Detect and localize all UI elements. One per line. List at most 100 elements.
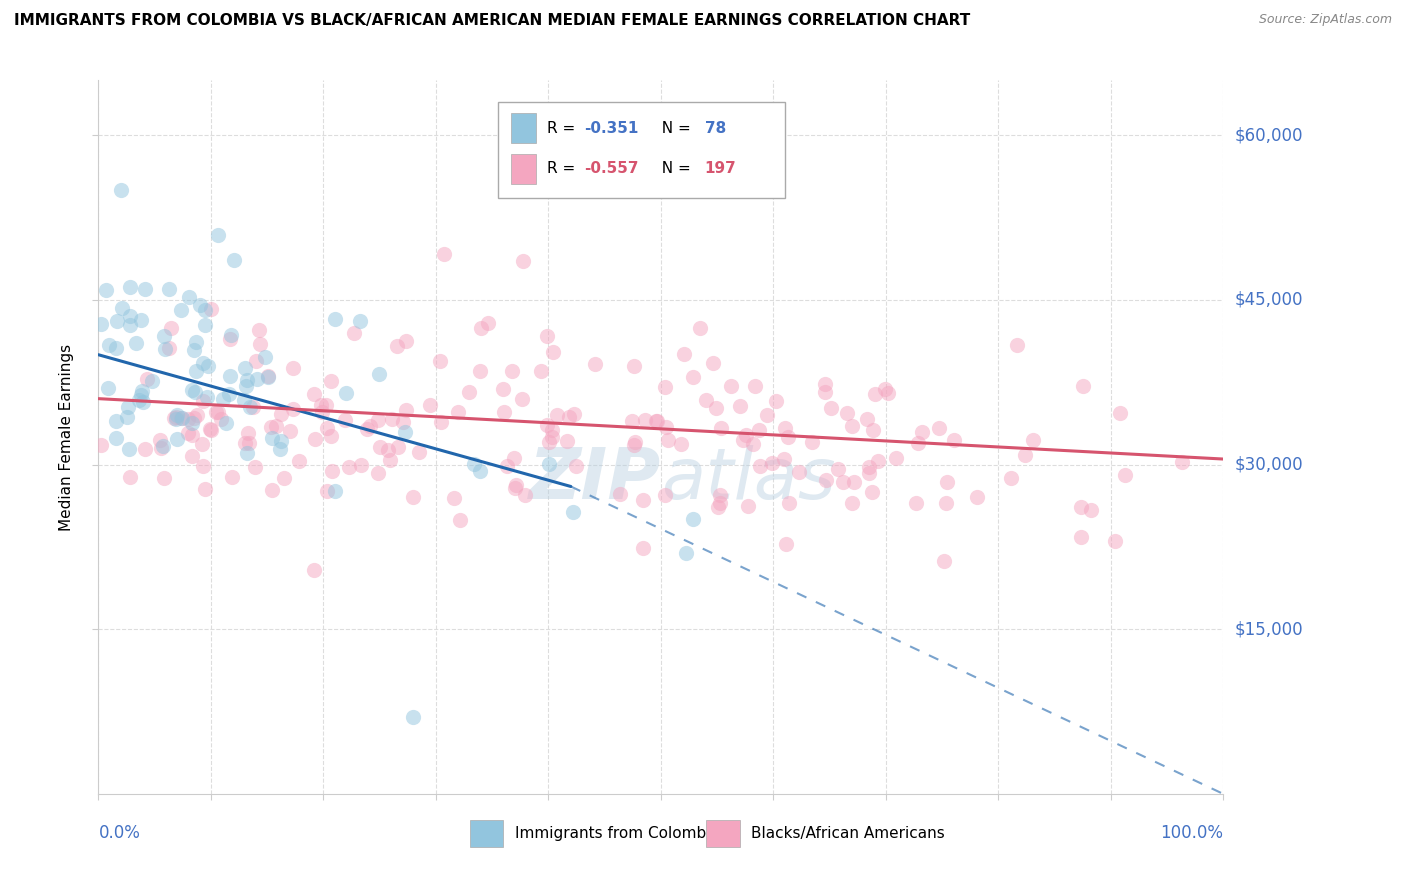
Point — [356, 421, 378, 435]
Point — [673, 347, 696, 361]
Point — [378, 453, 401, 467]
Point — [169, 410, 191, 425]
Point — [249, 336, 271, 351]
Point — [243, 460, 266, 475]
Bar — [512, 153, 536, 184]
Point — [257, 368, 280, 383]
Point — [246, 372, 269, 386]
Point — [1080, 503, 1102, 517]
Text: N =: N = — [652, 120, 696, 136]
Point — [269, 442, 291, 457]
Point — [395, 334, 418, 348]
Point — [1000, 471, 1022, 485]
Point — [262, 431, 284, 445]
Point — [555, 434, 578, 448]
Point — [385, 339, 408, 353]
Point — [209, 412, 232, 426]
Point — [801, 434, 824, 449]
Point — [429, 354, 451, 368]
Point — [129, 387, 152, 401]
Point — [631, 493, 654, 508]
Point — [541, 345, 564, 359]
Point — [744, 378, 766, 392]
Point — [1014, 448, 1036, 462]
Point — [257, 370, 280, 384]
Point — [207, 405, 229, 419]
Point — [104, 414, 127, 428]
Point — [270, 434, 292, 448]
Point — [184, 385, 207, 400]
Point — [557, 409, 579, 424]
Point — [104, 341, 127, 355]
Point — [513, 488, 536, 502]
Point — [387, 441, 409, 455]
Point — [470, 321, 492, 335]
Point — [278, 425, 301, 439]
Point — [654, 488, 676, 502]
Point — [562, 505, 585, 519]
Point — [311, 405, 333, 419]
Point — [860, 484, 883, 499]
Point — [245, 353, 267, 368]
Point — [381, 412, 404, 426]
Point — [283, 402, 305, 417]
Point — [695, 392, 717, 407]
Point — [183, 343, 205, 358]
Point — [503, 481, 526, 495]
Point — [118, 469, 141, 483]
Point — [394, 425, 416, 440]
Point — [172, 411, 194, 425]
Point — [856, 412, 879, 426]
Point — [311, 398, 333, 412]
Point — [813, 385, 835, 400]
Point — [160, 321, 183, 335]
Point — [1114, 467, 1136, 482]
Text: ZIP: ZIP — [529, 445, 661, 515]
Text: R =: R = — [547, 120, 581, 136]
Point — [866, 454, 889, 468]
Point — [477, 316, 499, 330]
Point — [1171, 454, 1194, 468]
Point — [110, 183, 132, 197]
Point — [884, 450, 907, 465]
Point — [709, 496, 731, 510]
Point — [657, 433, 679, 447]
Point — [966, 490, 988, 504]
Point — [165, 409, 187, 424]
Point — [443, 491, 465, 505]
Point — [273, 471, 295, 485]
Point — [200, 302, 222, 317]
Point — [205, 405, 228, 419]
Bar — [470, 821, 503, 847]
Point — [1108, 406, 1130, 420]
Point — [720, 379, 742, 393]
Point — [165, 412, 187, 426]
Point — [193, 458, 215, 473]
Point — [131, 384, 153, 399]
Point — [195, 390, 218, 404]
Point — [682, 369, 704, 384]
Point — [181, 449, 204, 463]
Point — [877, 385, 900, 400]
Point — [907, 435, 929, 450]
Text: R =: R = — [547, 161, 581, 177]
Point — [247, 323, 270, 337]
Point — [349, 458, 371, 473]
Point — [841, 496, 863, 510]
Text: 0.0%: 0.0% — [98, 824, 141, 842]
Point — [117, 410, 139, 425]
Point — [236, 446, 259, 460]
Text: 78: 78 — [704, 120, 725, 136]
Point — [530, 364, 553, 378]
Point — [862, 423, 884, 437]
Bar — [706, 821, 740, 847]
Point — [644, 414, 666, 428]
Text: Source: ZipAtlas.com: Source: ZipAtlas.com — [1258, 13, 1392, 27]
Point — [458, 385, 481, 400]
Text: Immigrants from Colombia: Immigrants from Colombia — [515, 826, 720, 841]
Point — [815, 474, 838, 488]
Bar — [512, 113, 536, 143]
Point — [149, 441, 172, 455]
Text: 197: 197 — [704, 161, 737, 177]
Text: 100.0%: 100.0% — [1160, 824, 1223, 842]
